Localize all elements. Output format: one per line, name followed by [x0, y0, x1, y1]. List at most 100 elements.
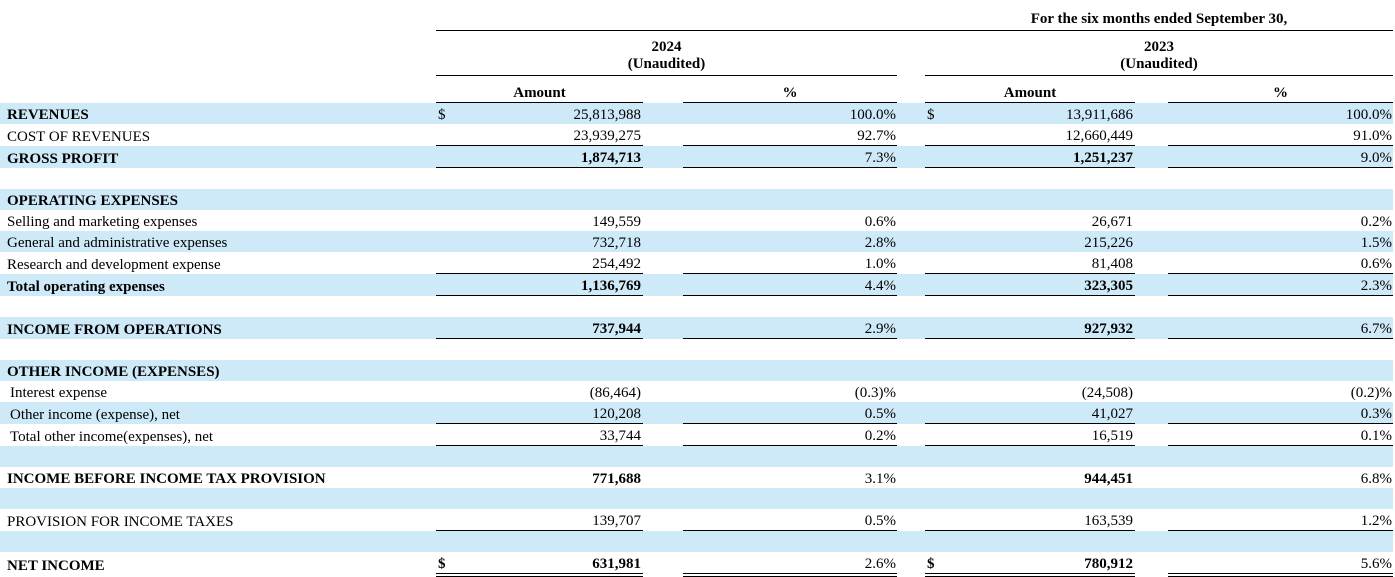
column-gap [1135, 189, 1168, 210]
amount-2023: 81,408 [947, 252, 1135, 274]
column-gap [897, 402, 925, 424]
amount-2024 [458, 360, 643, 381]
spacer-row [0, 445, 1394, 468]
column-gap [1135, 76, 1168, 103]
table-row: INCOME FROM OPERATIONS 737,944 2.9% 927,932… [0, 317, 1394, 339]
column-gap [1135, 252, 1168, 274]
currency-symbol-2024 [436, 467, 458, 488]
column-gap [1135, 210, 1168, 231]
column-gap [1135, 552, 1168, 575]
percent-2024: 1.0% [683, 252, 897, 274]
spacer-row [0, 488, 1394, 509]
row-label: COST OF REVENUES [7, 128, 151, 145]
table-row: PROVISION FOR INCOME TAXES 139,707 0.5% 163… [0, 509, 1394, 531]
amount-2024: 25,813,988 [573, 107, 642, 123]
row-label: General and administrative expenses [7, 235, 228, 251]
percent-2023: 1.2% [1168, 509, 1394, 531]
column-gap [1135, 467, 1168, 488]
percent-2023: 5.6% [1168, 552, 1394, 577]
column-gap [1135, 274, 1168, 296]
column-gap [643, 189, 683, 210]
table-row: Total other income(expenses), net 33,744 0… [0, 423, 1394, 446]
row-label: Research and development expense [7, 256, 221, 273]
amount-2024: 737,944 [458, 317, 643, 339]
percent-2023: 100.0% [1345, 107, 1393, 123]
column-gap [643, 274, 683, 296]
percent-2023 [1168, 360, 1393, 381]
currency-symbol-2023 [925, 145, 947, 168]
amount-2024: 732,718 [592, 235, 641, 251]
amount-2023: 944,451 [1084, 471, 1133, 487]
column-gap [897, 231, 925, 252]
column-gap [1135, 146, 1168, 168]
column-gap [897, 467, 925, 488]
column-gap [643, 231, 683, 252]
unaudited-2024-label: (Unaudited) [627, 56, 706, 72]
percent-2023: 0.3% [1168, 402, 1394, 424]
percent-2024: 0.5% [683, 402, 897, 424]
amount-header-2024: Amount [436, 75, 643, 103]
percent-2024: 100.0% [849, 107, 896, 123]
percent-2024: 0.2% [683, 423, 897, 446]
currency-symbol-2023 [925, 273, 947, 296]
amount-2024: 1,874,713 [458, 145, 643, 168]
currency-symbol-2024 [436, 231, 458, 252]
unaudited-2023-label: (Unaudited) [1120, 56, 1198, 72]
row-label: GROSS PROFIT [7, 150, 119, 167]
percent-2024: 0.6% [864, 214, 896, 230]
amount-2024 [458, 189, 643, 210]
column-gap [897, 189, 925, 210]
currency-symbol-2023 [925, 124, 947, 146]
percent-2023: 6.8% [1360, 471, 1393, 487]
amount-2023: 780,912 [947, 552, 1135, 577]
table-row: Other income (expense), net 120,208 0.5% 41… [0, 402, 1394, 424]
currency-symbol-2024 [436, 124, 458, 146]
row-label: Selling and marketing expenses [7, 214, 198, 230]
column-gap [897, 360, 925, 381]
currency-symbol-2024 [436, 273, 458, 296]
row-label: INCOME BEFORE INCOME TAX PROVISION [7, 471, 326, 487]
row-label: Interest expense [10, 385, 108, 401]
table-row: GROSS PROFIT 1,874,713 7.3% 1,251,237 9.0% [0, 145, 1394, 168]
amount-2023 [947, 360, 1135, 381]
currency-symbol-2024 [436, 360, 458, 381]
spacer-cell [0, 296, 1393, 318]
currency-symbol-2024 [436, 145, 458, 168]
column-gap [897, 509, 925, 531]
column-gap [643, 381, 683, 402]
year-header-row: 2024 (Unaudited) 2023 (Unaudited) [0, 30, 1394, 76]
amount-2023: 1,251,237 [947, 145, 1135, 168]
column-gap [643, 146, 683, 168]
spacer-row [0, 168, 1393, 190]
column-gap [1135, 103, 1168, 125]
currency-symbol-2024 [436, 423, 458, 446]
column-gap [1135, 124, 1168, 146]
spacer-cell [0, 339, 1393, 361]
currency-symbol-2023 [925, 360, 947, 381]
currency-symbol-2023 [925, 317, 947, 339]
column-gap [643, 124, 683, 146]
row-label: OTHER INCOME (EXPENSES) [7, 364, 220, 380]
column-gap [643, 210, 683, 231]
column-gap [1135, 424, 1168, 446]
currency-symbol-2023: $ [925, 552, 947, 577]
column-gap [897, 252, 925, 274]
spacer-cell [0, 446, 1393, 468]
percent-2024: 2.8% [864, 235, 896, 251]
year-2024-label: 2024 [651, 39, 682, 55]
column-gap [1135, 402, 1168, 424]
spacer-cell [0, 488, 1393, 509]
currency-symbol-2024: $ [438, 107, 446, 123]
currency-symbol-2023 [925, 423, 947, 446]
percent-2023: 0.6% [1168, 252, 1394, 274]
currency-symbol-2023 [925, 381, 947, 402]
table-row: OTHER INCOME (EXPENSES) [0, 360, 1394, 381]
currency-symbol-2023: $ [927, 107, 935, 123]
amount-2023: 12,660,449 [947, 124, 1135, 146]
spacer-row [0, 530, 1394, 552]
column-gap [1135, 231, 1168, 252]
percent-2024: 7.3% [683, 145, 897, 168]
percent-2024: 4.4% [683, 273, 897, 296]
spacer-row [0, 339, 1393, 361]
